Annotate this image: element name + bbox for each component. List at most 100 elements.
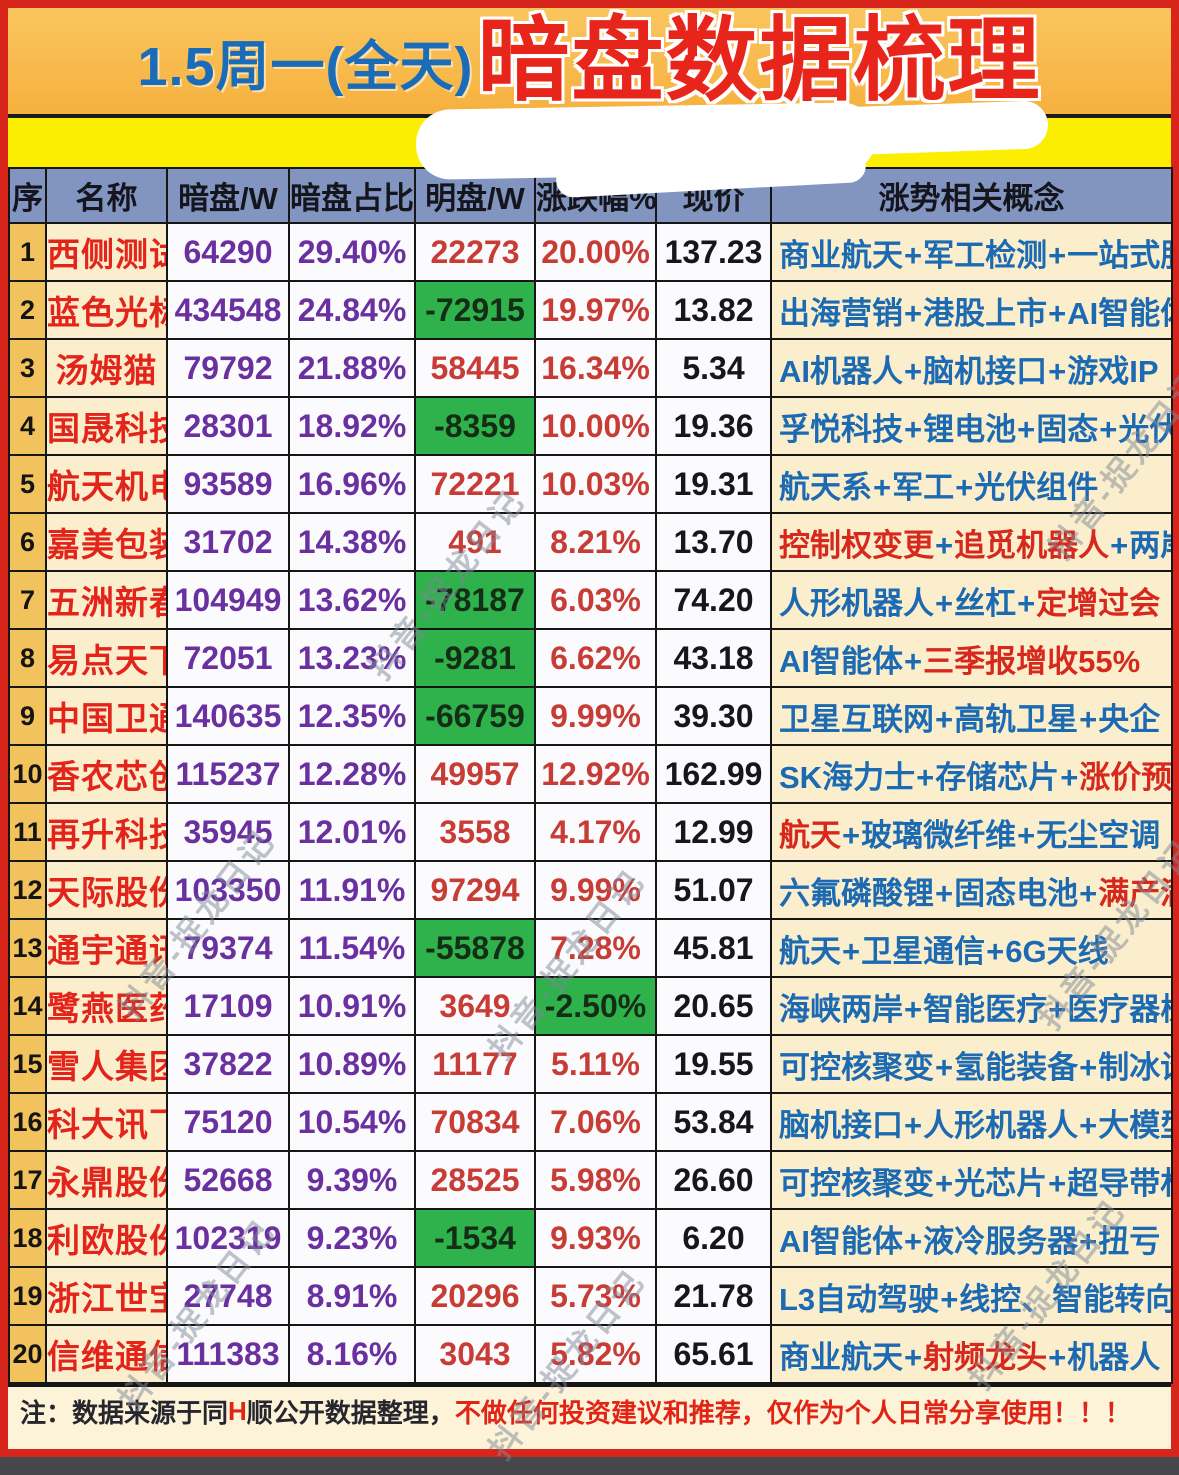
plus-separator: + [1017,411,1036,447]
stock-name-cell: 五洲新春 [45,570,168,630]
plus-separator: + [1048,1165,1067,1201]
plus-separator: + [904,643,923,679]
table-row: 4国晟科技2830118.92%-835910.00%19.36孚悦科技+锂电池… [8,396,1173,456]
stock-name-cell: 鹭燕医药 [45,976,168,1036]
dark-pool-cell: 115237 [166,744,290,804]
dark-pool-pct-cell: 21.88% [288,338,416,398]
plus-separator: + [1017,585,1036,621]
concept-tag: 高轨卫星 [954,701,1079,737]
plus-separator: + [904,991,923,1027]
concept-tag: 固态电池 [954,875,1079,911]
concept-tag: 可控核聚变 [779,1049,934,1085]
concepts-cell: 人形机器人+丝杠+定增过会 [770,570,1173,630]
plus-separator: + [1060,759,1079,795]
dark-pool-cell: 17109 [166,976,290,1036]
dark-pool-cell: 28301 [166,396,290,456]
seq-cell: 12 [8,860,47,920]
dark-pool-pct-cell: 9.39% [288,1150,416,1210]
price-cell: 43.18 [655,628,772,688]
plus-separator: + [1079,1107,1098,1143]
dark-pool-pct-cell: 11.91% [288,860,416,920]
concept-tag: 脑机接口 [923,353,1048,389]
concept-tag: 三季报增收55% [923,643,1141,679]
change-pct-cell: 12.92% [534,744,657,804]
stock-name-cell: 嘉美包装 [45,512,168,572]
concepts-cell: 商业航天+射频龙头+机器人 [770,1324,1173,1384]
open-pool-cell: 22273 [414,222,536,282]
concept-tag: 6G天线 [1005,933,1109,969]
dark-pool-cell: 37822 [166,1034,290,1094]
stock-name-cell: 国晟科技 [45,396,168,456]
seq-cell: 13 [8,918,47,978]
open-pool-cell: -66759 [414,686,536,746]
dark-pool-pct-cell: 10.91% [288,976,416,1036]
open-pool-cell: 3558 [414,802,536,862]
stock-name-cell: 汤姆猫 [45,338,168,398]
open-pool-cell: 97294 [414,860,536,920]
table-row: 20信维通信1113838.16%30435.82%65.61商业航天+射频龙头… [8,1324,1173,1384]
concept-tag: 海峡两岸 [779,991,903,1027]
concept-tag: 扭亏 [1098,1223,1161,1259]
concept-tag: 智能医疗 [923,991,1048,1027]
change-pct-cell: 8.21% [534,512,657,572]
dark-pool-pct-cell: 11.54% [288,918,416,978]
change-pct-cell: 5.73% [534,1266,657,1326]
concept-tag: 医疗器械 [1067,991,1170,1027]
concept-tag: 卫星互联网 [779,701,934,737]
open-pool-cell: -72915 [414,280,536,340]
column-header-0: 序 [8,167,47,224]
footer-note-segment: 不做任何投资建议和推荐，仅作为个人日常分享使用！！！ [454,1398,1131,1428]
concept-tag: L3自动驾驶 [779,1281,940,1317]
title-date-label: 1.5周一(全天) [137,36,474,97]
concept-tag: 游戏IP [1067,353,1159,389]
change-pct-cell: 20.00% [534,222,657,282]
bottom-strip [0,1457,1179,1475]
table-row: 13通宇通讯7937411.54%-558787.28%45.81航天+卫星通信… [8,918,1173,978]
price-cell: 45.81 [655,918,772,978]
concepts-cell: 可控核聚变+氢能装备+制冰设备 [770,1034,1173,1094]
plus-separator: + [1110,527,1129,563]
dark-pool-pct-cell: 29.40% [288,222,416,282]
change-pct-cell: 19.97% [534,280,657,340]
dark-pool-pct-cell: 16.96% [288,454,416,514]
dark-pool-pct-cell: 12.28% [288,744,416,804]
open-pool-cell: -8359 [414,396,536,456]
stock-name-cell: 利欧股份 [45,1208,168,1268]
concepts-cell: 可控核聚变+光芯片+超导带材 [770,1150,1173,1210]
plus-separator: + [904,295,923,331]
seq-cell: 7 [8,570,47,630]
concept-tag: 满产满销 [1098,875,1170,911]
stock-name-cell: 中国卫通 [45,686,168,746]
concept-tag: 大模型 [1098,1107,1170,1143]
plus-separator: + [904,1107,923,1143]
concept-tag: 超导带材 [1067,1165,1170,1201]
open-pool-cell: 70834 [414,1092,536,1152]
dark-pool-cell: 102319 [166,1208,290,1268]
concept-tag: 商业航天 [779,237,903,273]
seq-cell: 14 [8,976,47,1036]
change-pct-cell: 5.98% [534,1150,657,1210]
column-header-3: 暗盘占比 [288,167,416,224]
concepts-cell: AI智能体+三季报增收55% [770,628,1173,688]
title-band: 1.5周一(全天) 暗盘数据梳理 [8,8,1171,114]
seq-cell: 2 [8,280,47,340]
concept-tag: 航天系 [779,469,872,505]
plus-separator: + [904,1339,923,1375]
stock-name-cell: 香农芯创 [45,744,168,804]
concept-tag: 氢能装备 [954,1049,1079,1085]
dark-pool-pct-cell: 24.84% [288,280,416,340]
concept-tag: 锂电池 [923,411,1017,447]
plus-separator: + [842,933,861,969]
price-cell: 53.84 [655,1092,772,1152]
change-pct-cell: 9.99% [534,860,657,920]
change-pct-cell: -2.50% [534,976,657,1036]
table-row: 5航天机电9358916.96%7222110.03%19.31航天系+军工+光… [8,454,1173,514]
price-cell: 74.20 [655,570,772,630]
open-pool-cell: 28525 [414,1150,536,1210]
table-row: 9中国卫通14063512.35%-667599.99%39.30卫星互联网+高… [8,686,1173,746]
stock-name-cell: 信维通信 [45,1324,168,1384]
price-cell: 39.30 [655,686,772,746]
open-pool-cell: 58445 [414,338,536,398]
